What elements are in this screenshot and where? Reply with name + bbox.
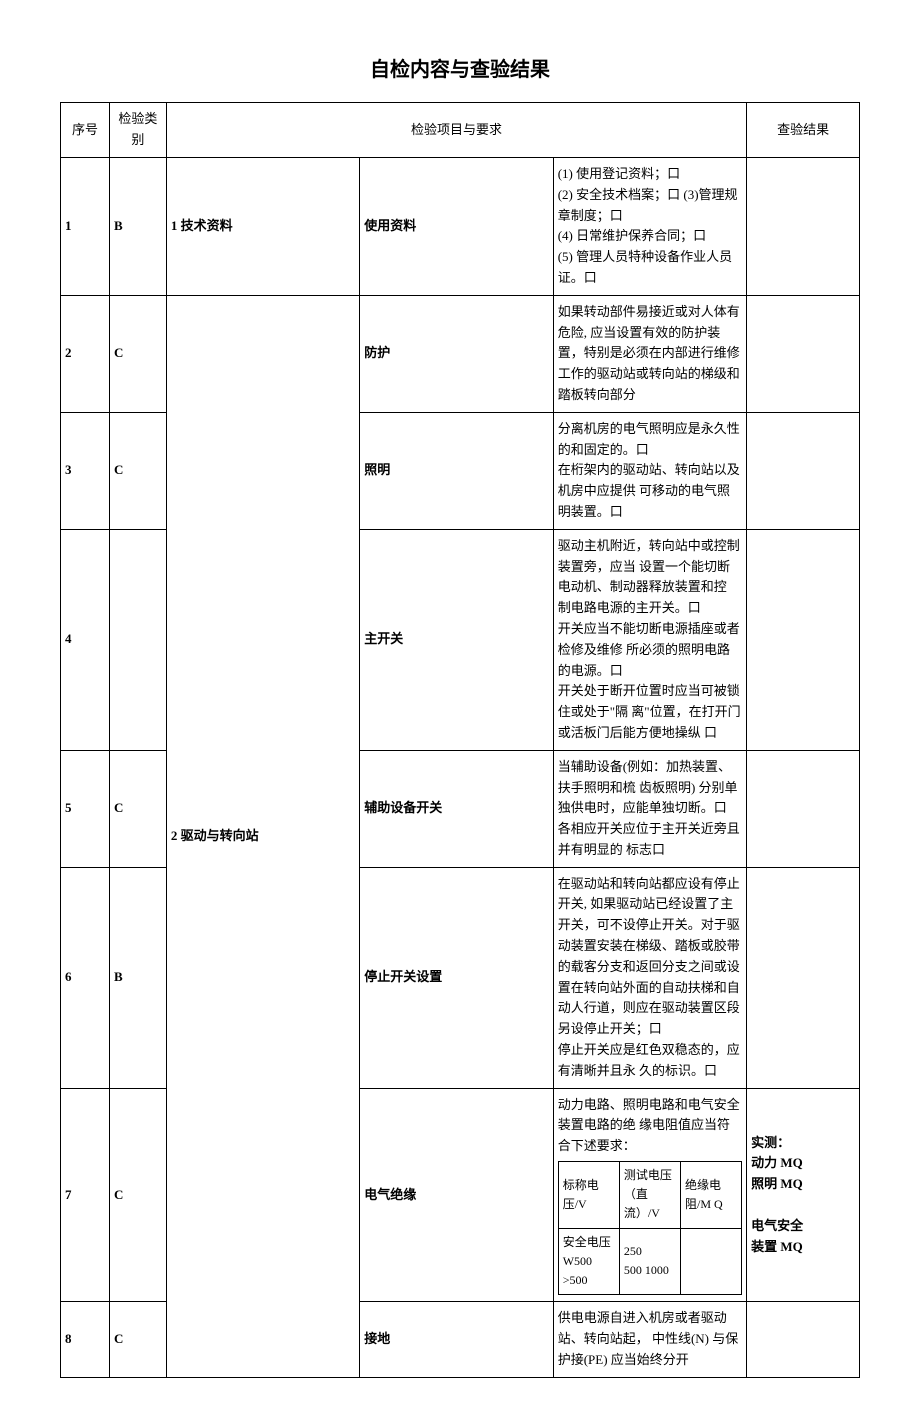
cat-cell: C bbox=[109, 750, 166, 867]
inner-h1: 标称电压/V bbox=[558, 1162, 619, 1229]
result-cell bbox=[747, 157, 860, 295]
item-cell: 照明 bbox=[360, 412, 553, 529]
cat-cell: C bbox=[109, 1302, 166, 1377]
cat-cell: C bbox=[109, 295, 166, 412]
inner-c3 bbox=[681, 1228, 742, 1295]
inspection-table: 序号 检验类别 检验项目与要求 查验结果 1 B 1 技术资料 使用资料 (1)… bbox=[60, 102, 860, 1377]
result-cell bbox=[747, 750, 860, 867]
result-cell bbox=[747, 1302, 860, 1377]
req-cell: 动力电路、照明电路和电气安全装置电路的绝 缘电阻值应当符合下述要求： 标称电压/… bbox=[553, 1088, 746, 1302]
inner-h2: 测试电压 （直流）/V bbox=[619, 1162, 680, 1229]
req-cell: 如果转动部件易接近或对人体有危险, 应当设置有效的防护装置，特别是必须在内部进行… bbox=[553, 295, 746, 412]
seq-cell: 8 bbox=[61, 1302, 110, 1377]
header-items: 检验项目与要求 bbox=[166, 103, 746, 158]
seq-cell: 3 bbox=[61, 412, 110, 529]
seq-cell: 2 bbox=[61, 295, 110, 412]
req-cell: 当辅助设备(例如：加热装置、扶手照明和梳 齿板照明) 分别单独供电时，应能单独切… bbox=[553, 750, 746, 867]
result-cell bbox=[747, 412, 860, 529]
result-cell bbox=[747, 529, 860, 750]
cat-cell bbox=[109, 529, 166, 750]
item-cell: 辅助设备开关 bbox=[360, 750, 553, 867]
group-cell: 1 技术资料 bbox=[166, 157, 359, 295]
table-row: 2 C 2 驱动与转向站 防护 如果转动部件易接近或对人体有危险, 应当设置有效… bbox=[61, 295, 860, 412]
req-cell: 分离机房的电气照明应是永久性的和固定的。口 在桁架内的驱动站、转向站以及机房中应… bbox=[553, 412, 746, 529]
inner-table: 标称电压/V 测试电压 （直流）/V 绝缘电阻/M Q 安全电压 W500 >5… bbox=[558, 1161, 742, 1295]
header-result: 查验结果 bbox=[747, 103, 860, 158]
item-cell: 使用资料 bbox=[360, 157, 553, 295]
req-cell: (1) 使用登记资料；口 (2) 安全技术档案；口 (3)管理规章制度；口 (4… bbox=[553, 157, 746, 295]
item-cell: 防护 bbox=[360, 295, 553, 412]
seq-cell: 7 bbox=[61, 1088, 110, 1302]
header-seq: 序号 bbox=[61, 103, 110, 158]
req-cell: 在驱动站和转向站都应设有停止开关, 如果驱动站已经设置了主开关，可不设停止开关。… bbox=[553, 867, 746, 1088]
result-cell: 实测： 动力 MQ 照明 MQ 电气安全 装置 MQ bbox=[747, 1088, 860, 1302]
table-row: 1 B 1 技术资料 使用资料 (1) 使用登记资料；口 (2) 安全技术档案；… bbox=[61, 157, 860, 295]
seq-cell: 1 bbox=[61, 157, 110, 295]
result-cell bbox=[747, 867, 860, 1088]
seq-cell: 6 bbox=[61, 867, 110, 1088]
inner-c2: 250 500 1000 bbox=[619, 1228, 680, 1295]
req-cell: 供电电源自进入机房或者驱动站、转向站起， 中性线(N) 与保护接(PE) 应当始… bbox=[553, 1302, 746, 1377]
cat-cell: B bbox=[109, 867, 166, 1088]
page-title: 自检内容与查验结果 bbox=[60, 53, 860, 82]
result-cell bbox=[747, 295, 860, 412]
group-cell: 2 驱动与转向站 bbox=[166, 295, 359, 1377]
req-intro: 动力电路、照明电路和电气安全装置电路的绝 缘电阻值应当符合下述要求： bbox=[558, 1095, 742, 1157]
header-row: 序号 检验类别 检验项目与要求 查验结果 bbox=[61, 103, 860, 158]
cat-cell: C bbox=[109, 412, 166, 529]
item-cell: 主开关 bbox=[360, 529, 553, 750]
item-cell: 停止开关设置 bbox=[360, 867, 553, 1088]
req-cell: 驱动主机附近，转向站中或控制装置旁，应当 设置一个能切断电动机、制动器释放装置和… bbox=[553, 529, 746, 750]
inner-h3: 绝缘电阻/M Q bbox=[681, 1162, 742, 1229]
cat-cell: B bbox=[109, 157, 166, 295]
inner-c1: 安全电压 W500 >500 bbox=[558, 1228, 619, 1295]
item-cell: 接地 bbox=[360, 1302, 553, 1377]
seq-cell: 5 bbox=[61, 750, 110, 867]
item-cell: 电气绝缘 bbox=[360, 1088, 553, 1302]
header-category: 检验类别 bbox=[109, 103, 166, 158]
seq-cell: 4 bbox=[61, 529, 110, 750]
cat-cell: C bbox=[109, 1088, 166, 1302]
